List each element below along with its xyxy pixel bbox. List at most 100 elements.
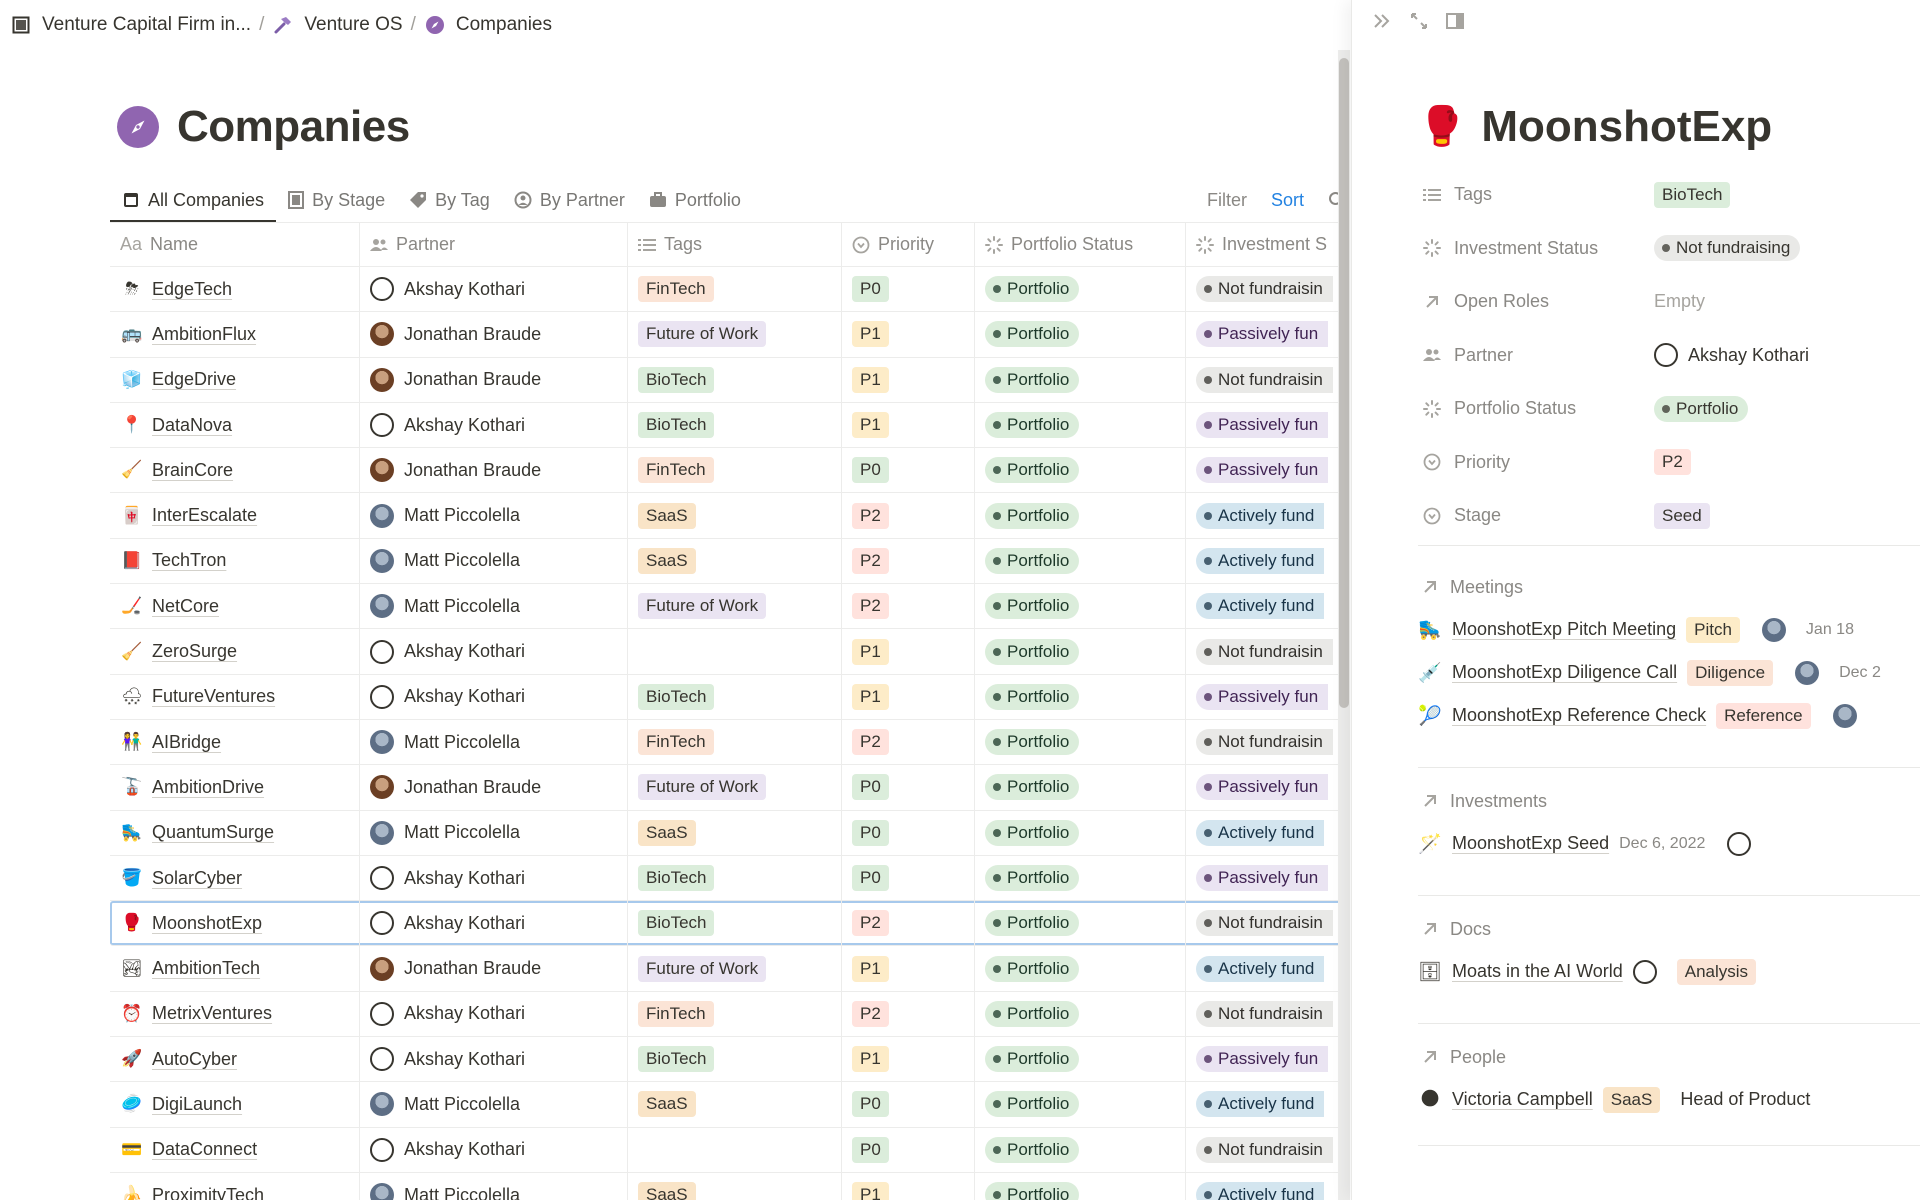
name-cell[interactable]: 🧊 EdgeDrive (110, 357, 360, 402)
tab-by-tag[interactable]: By Tag (397, 178, 502, 222)
property-row[interactable]: Priority P2 (1422, 436, 1902, 490)
company-name[interactable]: NetCore (152, 595, 220, 616)
panel-title[interactable]: MoonshotExp (1481, 102, 1773, 151)
investment-status-cell[interactable]: Not fundraisin (1186, 629, 1350, 673)
name-cell[interactable]: 🛼 QuantumSurge (110, 810, 360, 855)
name-cell[interactable]: 💳 DataConnect (110, 1127, 360, 1172)
tags-cell[interactable]: FinTech (628, 719, 842, 765)
relation-link[interactable]: MoonshotExp Seed (1452, 833, 1610, 853)
tags-cell[interactable]: BioTech (628, 402, 842, 448)
investment-status-cell[interactable]: Passively fun (1186, 1037, 1350, 1081)
partner-cell[interactable]: Akshay Kothari (360, 1127, 628, 1172)
investment-status-cell[interactable]: Passively fun (1186, 675, 1350, 719)
investments-heading[interactable]: Investments (1422, 786, 1920, 816)
name-cell[interactable]: 🧹 ZeroSurge (110, 629, 360, 674)
breadcrumb-item-workspace[interactable]: Venture Capital Firm in... (4, 14, 257, 36)
portfolio-status-cell[interactable]: Portfolio (975, 1127, 1186, 1172)
company-name[interactable]: AmbitionTech (152, 958, 261, 979)
column-header-partner[interactable]: Partner (360, 223, 628, 266)
priority-cell[interactable]: P0 (842, 1082, 975, 1127)
table-row[interactable]: 🏒 NetCore Matt Piccolella Future of Work P2 P… (110, 584, 1350, 630)
priority-cell[interactable]: P0 (842, 810, 975, 855)
relation-item[interactable]: 🛼 MoonshotExp Pitch Meeting Pitch Jan 18 (1418, 608, 1920, 651)
tags-cell[interactable] (628, 1127, 842, 1172)
partner-cell[interactable]: Akshay Kothari (360, 855, 628, 901)
tab-portfolio[interactable]: Portfolio (637, 178, 753, 222)
tags-cell[interactable]: Future of Work (628, 584, 842, 629)
name-cell[interactable]: 🌨 FutureVentures (110, 674, 360, 719)
priority-cell[interactable]: P1 (842, 312, 975, 357)
company-name[interactable]: DataConnect (152, 1139, 258, 1160)
relation-item[interactable]: 🪄 MoonshotExp Seed Dec 6, 2022 (1418, 822, 1920, 865)
expand-icon[interactable] (1410, 12, 1428, 30)
portfolio-status-cell[interactable]: Portfolio (975, 402, 1186, 448)
priority-cell[interactable]: P0 (842, 765, 975, 810)
portfolio-status-cell[interactable]: Portfolio (975, 946, 1186, 991)
column-header-investment-status[interactable]: Investment S (1186, 223, 1350, 266)
tags-cell[interactable]: BioTech (628, 674, 842, 719)
table-row[interactable]: 📕 TechTron Matt Piccolella SaaS P2 Portfolio A… (110, 538, 1350, 585)
partner-cell[interactable]: Akshay Kothari (360, 991, 628, 1037)
partner-cell[interactable]: Akshay Kothari (360, 901, 628, 946)
priority-cell[interactable]: P0 (842, 1127, 975, 1172)
column-header-name[interactable]: Aa Name (110, 223, 360, 266)
tab-all-companies[interactable]: All Companies (110, 178, 277, 223)
table-row[interactable]: 🪣 SolarCyber Akshay Kothari BioTech P0 Portfo… (110, 855, 1350, 902)
company-name[interactable]: AmbitionFlux (152, 323, 257, 344)
name-cell[interactable]: ⛈ EdgeTech (110, 267, 360, 312)
property-value[interactable]: Portfolio (1654, 395, 1749, 422)
property-value[interactable]: Akshay Kothari (1654, 343, 1809, 368)
priority-cell[interactable]: P2 (842, 538, 975, 584)
table-row[interactable]: ⏰ MetrixVentures Akshay Kothari FinTech P2 Po… (110, 991, 1350, 1038)
company-name[interactable]: ProximityTech (152, 1184, 265, 1200)
partner-cell[interactable]: Matt Piccolella (360, 538, 628, 584)
table-row[interactable]: 🌨 FutureVentures Akshay Kothari BioTech P1 Po… (110, 674, 1350, 720)
company-name[interactable]: InterEscalate (152, 505, 258, 526)
company-name[interactable]: EdgeDrive (152, 369, 237, 390)
investment-status-cell[interactable]: Not fundraisin (1186, 901, 1350, 945)
investment-status-cell[interactable]: Not fundraisin (1186, 992, 1350, 1036)
breadcrumb-item-venture-os[interactable]: Venture OS (266, 14, 408, 36)
company-name[interactable]: MoonshotExp (152, 912, 263, 933)
company-name[interactable]: BrainCore (152, 459, 234, 480)
investment-status-cell[interactable]: Passively fun (1186, 765, 1350, 809)
table-row[interactable]: 🥏 DigiLaunch Matt Piccolella SaaS P0 Portfoli… (110, 1082, 1350, 1128)
people-heading[interactable]: People (1422, 1042, 1920, 1072)
partner-cell[interactable]: Jonathan Braude (360, 765, 628, 810)
name-cell[interactable]: 🍌 ProximityTech (110, 1172, 360, 1200)
property-value[interactable]: Seed (1654, 502, 1710, 529)
relation-link[interactable]: Victoria Campbell (1452, 1089, 1593, 1109)
portfolio-status-cell[interactable]: Portfolio (975, 1172, 1186, 1200)
relation-link[interactable]: Moats in the AI World (1452, 961, 1623, 981)
name-cell[interactable]: 📍 DataNova (110, 402, 360, 448)
relation-link[interactable]: MoonshotExp Pitch Meeting (1452, 619, 1677, 639)
investment-status-cell[interactable]: Actively fund (1186, 811, 1350, 855)
tags-cell[interactable]: Future of Work (628, 765, 842, 810)
table-row[interactable]: 🥊 MoonshotExp Akshay Kothari BioTech P2 Portf… (110, 901, 1350, 947)
investment-status-cell[interactable]: Actively fund (1186, 1173, 1350, 1200)
portfolio-status-cell[interactable]: Portfolio (975, 1037, 1186, 1082)
name-cell[interactable]: 🚡 AmbitionDrive (110, 765, 360, 810)
property-value[interactable]: BioTech (1654, 181, 1731, 208)
table-row[interactable]: 🏞 AmbitionTech Jonathan Braude Future of Wo… (110, 946, 1350, 992)
portfolio-status-cell[interactable]: Portfolio (975, 538, 1186, 584)
name-cell[interactable]: 🚌 AmbitionFlux (110, 312, 360, 357)
relation-item[interactable]: 💉 MoonshotExp Diligence Call Diligence Dec … (1418, 651, 1920, 694)
name-cell[interactable]: 🧹 BrainCore (110, 448, 360, 493)
page-title[interactable]: Companies (177, 102, 410, 151)
side-panel-icon[interactable] (1446, 13, 1464, 29)
table-row[interactable]: ⛈ EdgeTech Akshay Kothari FinTech P0 Portfoli… (110, 267, 1350, 313)
name-cell[interactable]: 🚀 AutoCyber (110, 1037, 360, 1082)
investment-status-cell[interactable]: Passively fun (1186, 856, 1350, 900)
partner-cell[interactable]: Jonathan Braude (360, 448, 628, 493)
double-chevron-right-icon[interactable] (1372, 12, 1392, 30)
column-header-priority[interactable]: Priority (842, 223, 975, 266)
meetings-heading[interactable]: Meetings (1422, 572, 1920, 602)
partner-cell[interactable]: Matt Piccolella (360, 584, 628, 629)
filter-button[interactable]: Filter (1206, 189, 1247, 210)
priority-cell[interactable]: P1 (842, 946, 975, 991)
name-cell[interactable]: 🏒 NetCore (110, 584, 360, 629)
relation-item[interactable]: 🗄 Moats in the AI World Analysis (1418, 950, 1920, 993)
name-cell[interactable]: 🏞 AmbitionTech (110, 946, 360, 991)
tags-cell[interactable] (628, 629, 842, 674)
